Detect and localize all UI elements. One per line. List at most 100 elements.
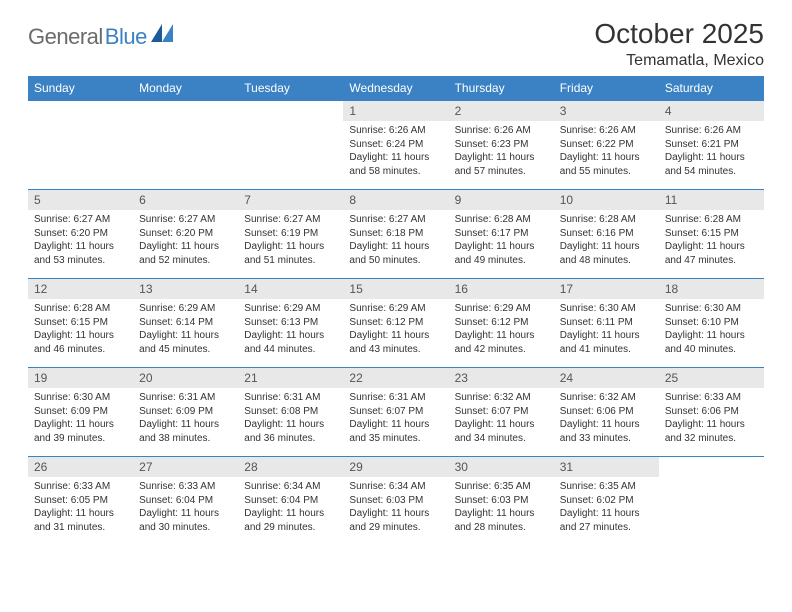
day-content: Sunrise: 6:26 AMSunset: 6:23 PMDaylight:… bbox=[449, 121, 554, 182]
calendar-cell: 21Sunrise: 6:31 AMSunset: 6:08 PMDayligh… bbox=[238, 368, 343, 457]
month-title: October 2025 bbox=[594, 18, 764, 50]
day-content: Sunrise: 6:33 AMSunset: 6:05 PMDaylight:… bbox=[28, 477, 133, 538]
calendar-cell: 14Sunrise: 6:29 AMSunset: 6:13 PMDayligh… bbox=[238, 279, 343, 368]
day-header-row: SundayMondayTuesdayWednesdayThursdayFrid… bbox=[28, 76, 764, 101]
calendar-cell: 31Sunrise: 6:35 AMSunset: 6:02 PMDayligh… bbox=[554, 457, 659, 546]
calendar-cell: 26Sunrise: 6:33 AMSunset: 6:05 PMDayligh… bbox=[28, 457, 133, 546]
day-number: 10 bbox=[554, 190, 659, 210]
day-number: 14 bbox=[238, 279, 343, 299]
logo-text-gray: General bbox=[28, 24, 103, 50]
logo-text-blue: Blue bbox=[105, 24, 147, 50]
day-content: Sunrise: 6:31 AMSunset: 6:07 PMDaylight:… bbox=[343, 388, 448, 449]
calendar-table: SundayMondayTuesdayWednesdayThursdayFrid… bbox=[28, 76, 764, 545]
calendar-cell: 28Sunrise: 6:34 AMSunset: 6:04 PMDayligh… bbox=[238, 457, 343, 546]
calendar-cell: 20Sunrise: 6:31 AMSunset: 6:09 PMDayligh… bbox=[133, 368, 238, 457]
day-header: Tuesday bbox=[238, 76, 343, 101]
calendar-cell: 3Sunrise: 6:26 AMSunset: 6:22 PMDaylight… bbox=[554, 101, 659, 190]
day-number: 25 bbox=[659, 368, 764, 388]
day-number: 6 bbox=[133, 190, 238, 210]
calendar-cell: 29Sunrise: 6:34 AMSunset: 6:03 PMDayligh… bbox=[343, 457, 448, 546]
day-number: 17 bbox=[554, 279, 659, 299]
day-content: Sunrise: 6:28 AMSunset: 6:16 PMDaylight:… bbox=[554, 210, 659, 271]
calendar-cell: 27Sunrise: 6:33 AMSunset: 6:04 PMDayligh… bbox=[133, 457, 238, 546]
day-content: Sunrise: 6:35 AMSunset: 6:02 PMDaylight:… bbox=[554, 477, 659, 538]
day-number: 20 bbox=[133, 368, 238, 388]
day-number: 7 bbox=[238, 190, 343, 210]
day-number: 23 bbox=[449, 368, 554, 388]
day-number: 3 bbox=[554, 101, 659, 121]
day-content: Sunrise: 6:27 AMSunset: 6:20 PMDaylight:… bbox=[133, 210, 238, 271]
calendar-cell: 12Sunrise: 6:28 AMSunset: 6:15 PMDayligh… bbox=[28, 279, 133, 368]
day-number: 4 bbox=[659, 101, 764, 121]
day-header: Sunday bbox=[28, 76, 133, 101]
day-content: Sunrise: 6:33 AMSunset: 6:06 PMDaylight:… bbox=[659, 388, 764, 449]
calendar-cell: 6Sunrise: 6:27 AMSunset: 6:20 PMDaylight… bbox=[133, 190, 238, 279]
day-content: Sunrise: 6:30 AMSunset: 6:09 PMDaylight:… bbox=[28, 388, 133, 449]
day-number: 31 bbox=[554, 457, 659, 477]
day-number: 27 bbox=[133, 457, 238, 477]
header: GeneralBlue October 2025 Temamatla, Mexi… bbox=[28, 18, 764, 70]
calendar-cell: 8Sunrise: 6:27 AMSunset: 6:18 PMDaylight… bbox=[343, 190, 448, 279]
day-number: 18 bbox=[659, 279, 764, 299]
calendar-row: 26Sunrise: 6:33 AMSunset: 6:05 PMDayligh… bbox=[28, 457, 764, 546]
calendar-row: 1Sunrise: 6:26 AMSunset: 6:24 PMDaylight… bbox=[28, 101, 764, 190]
day-number: 1 bbox=[343, 101, 448, 121]
day-header: Friday bbox=[554, 76, 659, 101]
day-number: 5 bbox=[28, 190, 133, 210]
day-content: Sunrise: 6:31 AMSunset: 6:09 PMDaylight:… bbox=[133, 388, 238, 449]
day-content: Sunrise: 6:26 AMSunset: 6:24 PMDaylight:… bbox=[343, 121, 448, 182]
day-number: 29 bbox=[343, 457, 448, 477]
day-number: 8 bbox=[343, 190, 448, 210]
calendar-cell: 19Sunrise: 6:30 AMSunset: 6:09 PMDayligh… bbox=[28, 368, 133, 457]
day-number: 16 bbox=[449, 279, 554, 299]
calendar-cell: 5Sunrise: 6:27 AMSunset: 6:20 PMDaylight… bbox=[28, 190, 133, 279]
day-number: 21 bbox=[238, 368, 343, 388]
logo-mark-icon bbox=[151, 24, 173, 47]
day-content: Sunrise: 6:29 AMSunset: 6:12 PMDaylight:… bbox=[449, 299, 554, 360]
day-content: Sunrise: 6:27 AMSunset: 6:18 PMDaylight:… bbox=[343, 210, 448, 271]
calendar-cell bbox=[238, 101, 343, 190]
day-content: Sunrise: 6:32 AMSunset: 6:06 PMDaylight:… bbox=[554, 388, 659, 449]
day-content: Sunrise: 6:28 AMSunset: 6:15 PMDaylight:… bbox=[659, 210, 764, 271]
calendar-cell: 23Sunrise: 6:32 AMSunset: 6:07 PMDayligh… bbox=[449, 368, 554, 457]
calendar-cell: 17Sunrise: 6:30 AMSunset: 6:11 PMDayligh… bbox=[554, 279, 659, 368]
calendar-cell: 25Sunrise: 6:33 AMSunset: 6:06 PMDayligh… bbox=[659, 368, 764, 457]
calendar-cell: 22Sunrise: 6:31 AMSunset: 6:07 PMDayligh… bbox=[343, 368, 448, 457]
calendar-cell: 10Sunrise: 6:28 AMSunset: 6:16 PMDayligh… bbox=[554, 190, 659, 279]
day-number: 11 bbox=[659, 190, 764, 210]
calendar-cell: 2Sunrise: 6:26 AMSunset: 6:23 PMDaylight… bbox=[449, 101, 554, 190]
day-number: 22 bbox=[343, 368, 448, 388]
logo: GeneralBlue bbox=[28, 24, 173, 50]
calendar-body: 1Sunrise: 6:26 AMSunset: 6:24 PMDaylight… bbox=[28, 101, 764, 546]
day-number: 13 bbox=[133, 279, 238, 299]
day-content: Sunrise: 6:31 AMSunset: 6:08 PMDaylight:… bbox=[238, 388, 343, 449]
day-number: 30 bbox=[449, 457, 554, 477]
day-content: Sunrise: 6:32 AMSunset: 6:07 PMDaylight:… bbox=[449, 388, 554, 449]
day-content: Sunrise: 6:26 AMSunset: 6:21 PMDaylight:… bbox=[659, 121, 764, 182]
calendar-cell: 13Sunrise: 6:29 AMSunset: 6:14 PMDayligh… bbox=[133, 279, 238, 368]
day-content: Sunrise: 6:29 AMSunset: 6:14 PMDaylight:… bbox=[133, 299, 238, 360]
day-number: 26 bbox=[28, 457, 133, 477]
calendar-cell: 11Sunrise: 6:28 AMSunset: 6:15 PMDayligh… bbox=[659, 190, 764, 279]
calendar-cell: 24Sunrise: 6:32 AMSunset: 6:06 PMDayligh… bbox=[554, 368, 659, 457]
calendar-cell: 1Sunrise: 6:26 AMSunset: 6:24 PMDaylight… bbox=[343, 101, 448, 190]
day-content: Sunrise: 6:33 AMSunset: 6:04 PMDaylight:… bbox=[133, 477, 238, 538]
calendar-cell bbox=[659, 457, 764, 546]
calendar-cell bbox=[133, 101, 238, 190]
day-content: Sunrise: 6:29 AMSunset: 6:12 PMDaylight:… bbox=[343, 299, 448, 360]
calendar-cell bbox=[28, 101, 133, 190]
day-content: Sunrise: 6:28 AMSunset: 6:17 PMDaylight:… bbox=[449, 210, 554, 271]
day-number: 19 bbox=[28, 368, 133, 388]
day-content: Sunrise: 6:28 AMSunset: 6:15 PMDaylight:… bbox=[28, 299, 133, 360]
day-content: Sunrise: 6:30 AMSunset: 6:10 PMDaylight:… bbox=[659, 299, 764, 360]
day-content: Sunrise: 6:27 AMSunset: 6:19 PMDaylight:… bbox=[238, 210, 343, 271]
calendar-cell: 30Sunrise: 6:35 AMSunset: 6:03 PMDayligh… bbox=[449, 457, 554, 546]
day-content: Sunrise: 6:35 AMSunset: 6:03 PMDaylight:… bbox=[449, 477, 554, 538]
day-header: Wednesday bbox=[343, 76, 448, 101]
day-header: Thursday bbox=[449, 76, 554, 101]
day-content: Sunrise: 6:26 AMSunset: 6:22 PMDaylight:… bbox=[554, 121, 659, 182]
calendar-row: 19Sunrise: 6:30 AMSunset: 6:09 PMDayligh… bbox=[28, 368, 764, 457]
day-header: Monday bbox=[133, 76, 238, 101]
calendar-cell: 18Sunrise: 6:30 AMSunset: 6:10 PMDayligh… bbox=[659, 279, 764, 368]
day-header: Saturday bbox=[659, 76, 764, 101]
